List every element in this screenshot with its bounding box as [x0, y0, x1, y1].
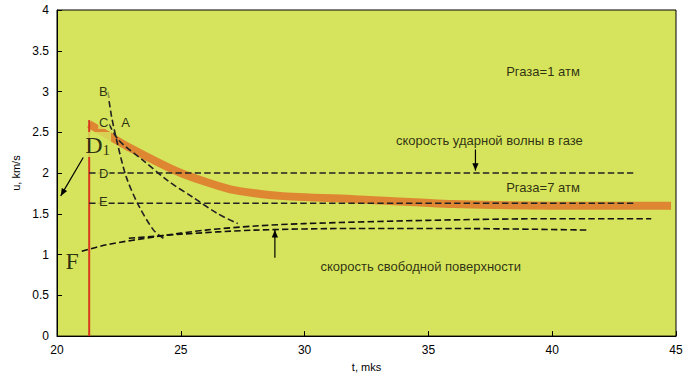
- svg-text:1.5: 1.5: [32, 207, 49, 221]
- svg-text:E: E: [99, 194, 108, 209]
- svg-text:2.5: 2.5: [32, 125, 49, 139]
- svg-text:30: 30: [298, 343, 312, 357]
- svg-text:35: 35: [422, 343, 436, 357]
- svg-text:0: 0: [42, 329, 49, 343]
- svg-text:Ргаза=1 атм: Ргаза=1 атм: [506, 64, 580, 79]
- svg-text:A: A: [121, 115, 130, 130]
- svg-text:D: D: [85, 132, 102, 158]
- svg-text:3.5: 3.5: [32, 44, 49, 58]
- svg-text:D: D: [99, 166, 108, 181]
- svg-text:Ргаза=7 атм: Ргаза=7 атм: [506, 180, 580, 195]
- svg-text:t, mks: t, mks: [352, 361, 382, 373]
- svg-text:20: 20: [50, 343, 64, 357]
- svg-text:u, km/s: u, km/s: [10, 155, 22, 191]
- svg-text:25: 25: [174, 343, 188, 357]
- svg-text:скорость ударной волны в газе: скорость ударной волны в газе: [396, 133, 583, 148]
- svg-text:4: 4: [42, 3, 49, 17]
- svg-text:0.5: 0.5: [32, 288, 49, 302]
- svg-text:B: B: [99, 84, 108, 99]
- svg-text:C: C: [99, 115, 108, 130]
- svg-text:3: 3: [42, 85, 49, 99]
- svg-text:1: 1: [42, 248, 49, 262]
- svg-text:2: 2: [42, 166, 49, 180]
- svg-text:1: 1: [103, 142, 111, 158]
- svg-text:F: F: [65, 248, 78, 274]
- svg-text:40: 40: [546, 343, 560, 357]
- svg-text:скорость свободной поверхности: скорость свободной поверхности: [320, 259, 521, 274]
- svg-text:45: 45: [669, 343, 683, 357]
